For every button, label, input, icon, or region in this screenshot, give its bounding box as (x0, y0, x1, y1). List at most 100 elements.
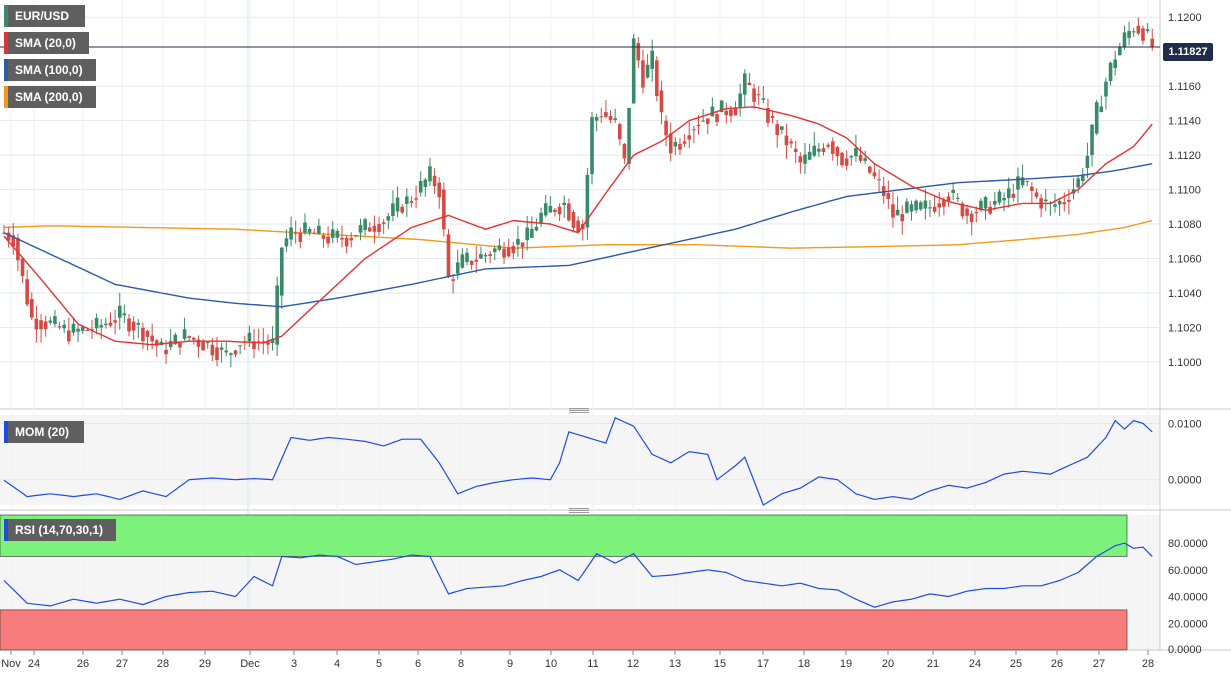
legend-tag-mom[interactable]: MOM (20) (4, 421, 84, 443)
candle-body (293, 232, 298, 234)
candle-body (354, 235, 358, 237)
rsi-line (3, 542, 1153, 608)
candle-body (76, 328, 80, 332)
candle-body (798, 156, 803, 163)
x-tick-label: 17 (757, 658, 769, 670)
candle-body (1136, 25, 1141, 34)
legend-tag-sma100[interactable]: SMA (100,0) (4, 59, 96, 81)
rsi-oversold-zone (0, 609, 1128, 651)
candle-body (381, 222, 386, 224)
candle-body (432, 175, 437, 187)
mom-line (3, 416, 1153, 506)
price-tick-label: 1.1020 (1168, 322, 1202, 334)
candle-body (312, 232, 317, 234)
candle-body (483, 254, 488, 257)
candle-body (71, 323, 76, 333)
candle-body (252, 341, 256, 350)
candle-body (423, 179, 428, 187)
panel-resize-handle-top[interactable] (569, 408, 589, 413)
price-tick-label: 1.1120 (1168, 150, 1201, 162)
candle-body (1131, 31, 1136, 33)
candle-body (1122, 32, 1127, 47)
candle-body (835, 147, 840, 157)
candle-body (854, 148, 858, 157)
candle-body (20, 258, 25, 276)
candle-body (738, 93, 742, 107)
candle-body (326, 236, 330, 244)
x-tick-label: 4 (334, 658, 340, 670)
candle-body (909, 204, 914, 212)
rsi-tick-label: 0.0000 (1168, 644, 1202, 656)
candle-body (705, 118, 710, 124)
candle-body (90, 329, 94, 331)
candle-body (830, 141, 835, 154)
candle-body (154, 340, 159, 346)
candle-body (395, 197, 400, 212)
candle-body (224, 350, 229, 353)
candle-body (428, 166, 432, 182)
candle-body (104, 323, 108, 326)
candle-body (141, 327, 145, 342)
candle-body (1025, 180, 1030, 182)
candle-body (590, 117, 594, 175)
x-tick-label: 19 (840, 658, 852, 670)
candle-body (16, 237, 20, 261)
candle-body (965, 208, 969, 216)
candle-body (196, 339, 201, 347)
candle-body (997, 191, 1002, 203)
candle-body (117, 305, 122, 318)
candle-body (298, 232, 303, 242)
candle-body (238, 345, 242, 347)
legend-tag-rsi[interactable]: RSI (14,70,30,1) (4, 519, 116, 541)
candle-body (377, 224, 381, 233)
candle-body (594, 117, 599, 121)
sma200-line (3, 219, 1153, 249)
candle-body (1118, 46, 1122, 56)
candle-body (585, 174, 590, 228)
x-tick-label: 28 (1142, 658, 1154, 670)
candle-body (543, 203, 548, 216)
candle-body (627, 107, 631, 164)
x-tick-label: 29 (199, 658, 211, 670)
candle-body (85, 330, 90, 332)
candle-body (617, 124, 622, 140)
candle-body (367, 227, 372, 232)
candle-body (455, 262, 460, 274)
x-tick-label: 3 (291, 658, 297, 670)
legend-swatch-sma200 (4, 86, 8, 108)
price-tick-label: 1.1040 (1168, 288, 1202, 300)
legend-tag-sma20[interactable]: SMA (20,0) (4, 32, 89, 54)
candle-body (539, 212, 543, 223)
candle-body (761, 98, 766, 100)
legend-tag-symbol[interactable]: EUR/USD (4, 5, 85, 27)
candle-body (664, 120, 668, 136)
candle-body (1006, 188, 1011, 199)
candle-body (67, 330, 71, 342)
candle-body (437, 182, 442, 198)
candle-body (979, 200, 983, 211)
x-tick-label: 26 (77, 658, 89, 670)
x-tick-label: 8 (458, 658, 464, 670)
x-tick-label: 26 (1051, 658, 1063, 670)
price-tick-label: 1.1080 (1168, 219, 1202, 231)
candle-body (1145, 29, 1150, 32)
candle-body (29, 299, 34, 318)
candle-body (1067, 199, 1071, 202)
candle-body (1002, 197, 1006, 201)
candle-body (905, 201, 909, 213)
candle-body (317, 225, 321, 234)
candle-body (247, 332, 252, 342)
sma20-line (3, 106, 1153, 346)
legend-swatch-mom (4, 421, 8, 443)
candle-body (182, 329, 187, 339)
candle-body (497, 245, 502, 250)
candle-body (988, 206, 992, 214)
candle-body (488, 254, 492, 257)
candle-body (57, 326, 62, 328)
panel-resize-handle-bottom[interactable] (569, 508, 589, 513)
candle-body (821, 148, 826, 153)
candle-body (1108, 62, 1113, 81)
legend-tag-sma200[interactable]: SMA (200,0) (4, 86, 96, 108)
candle-body (784, 135, 789, 146)
